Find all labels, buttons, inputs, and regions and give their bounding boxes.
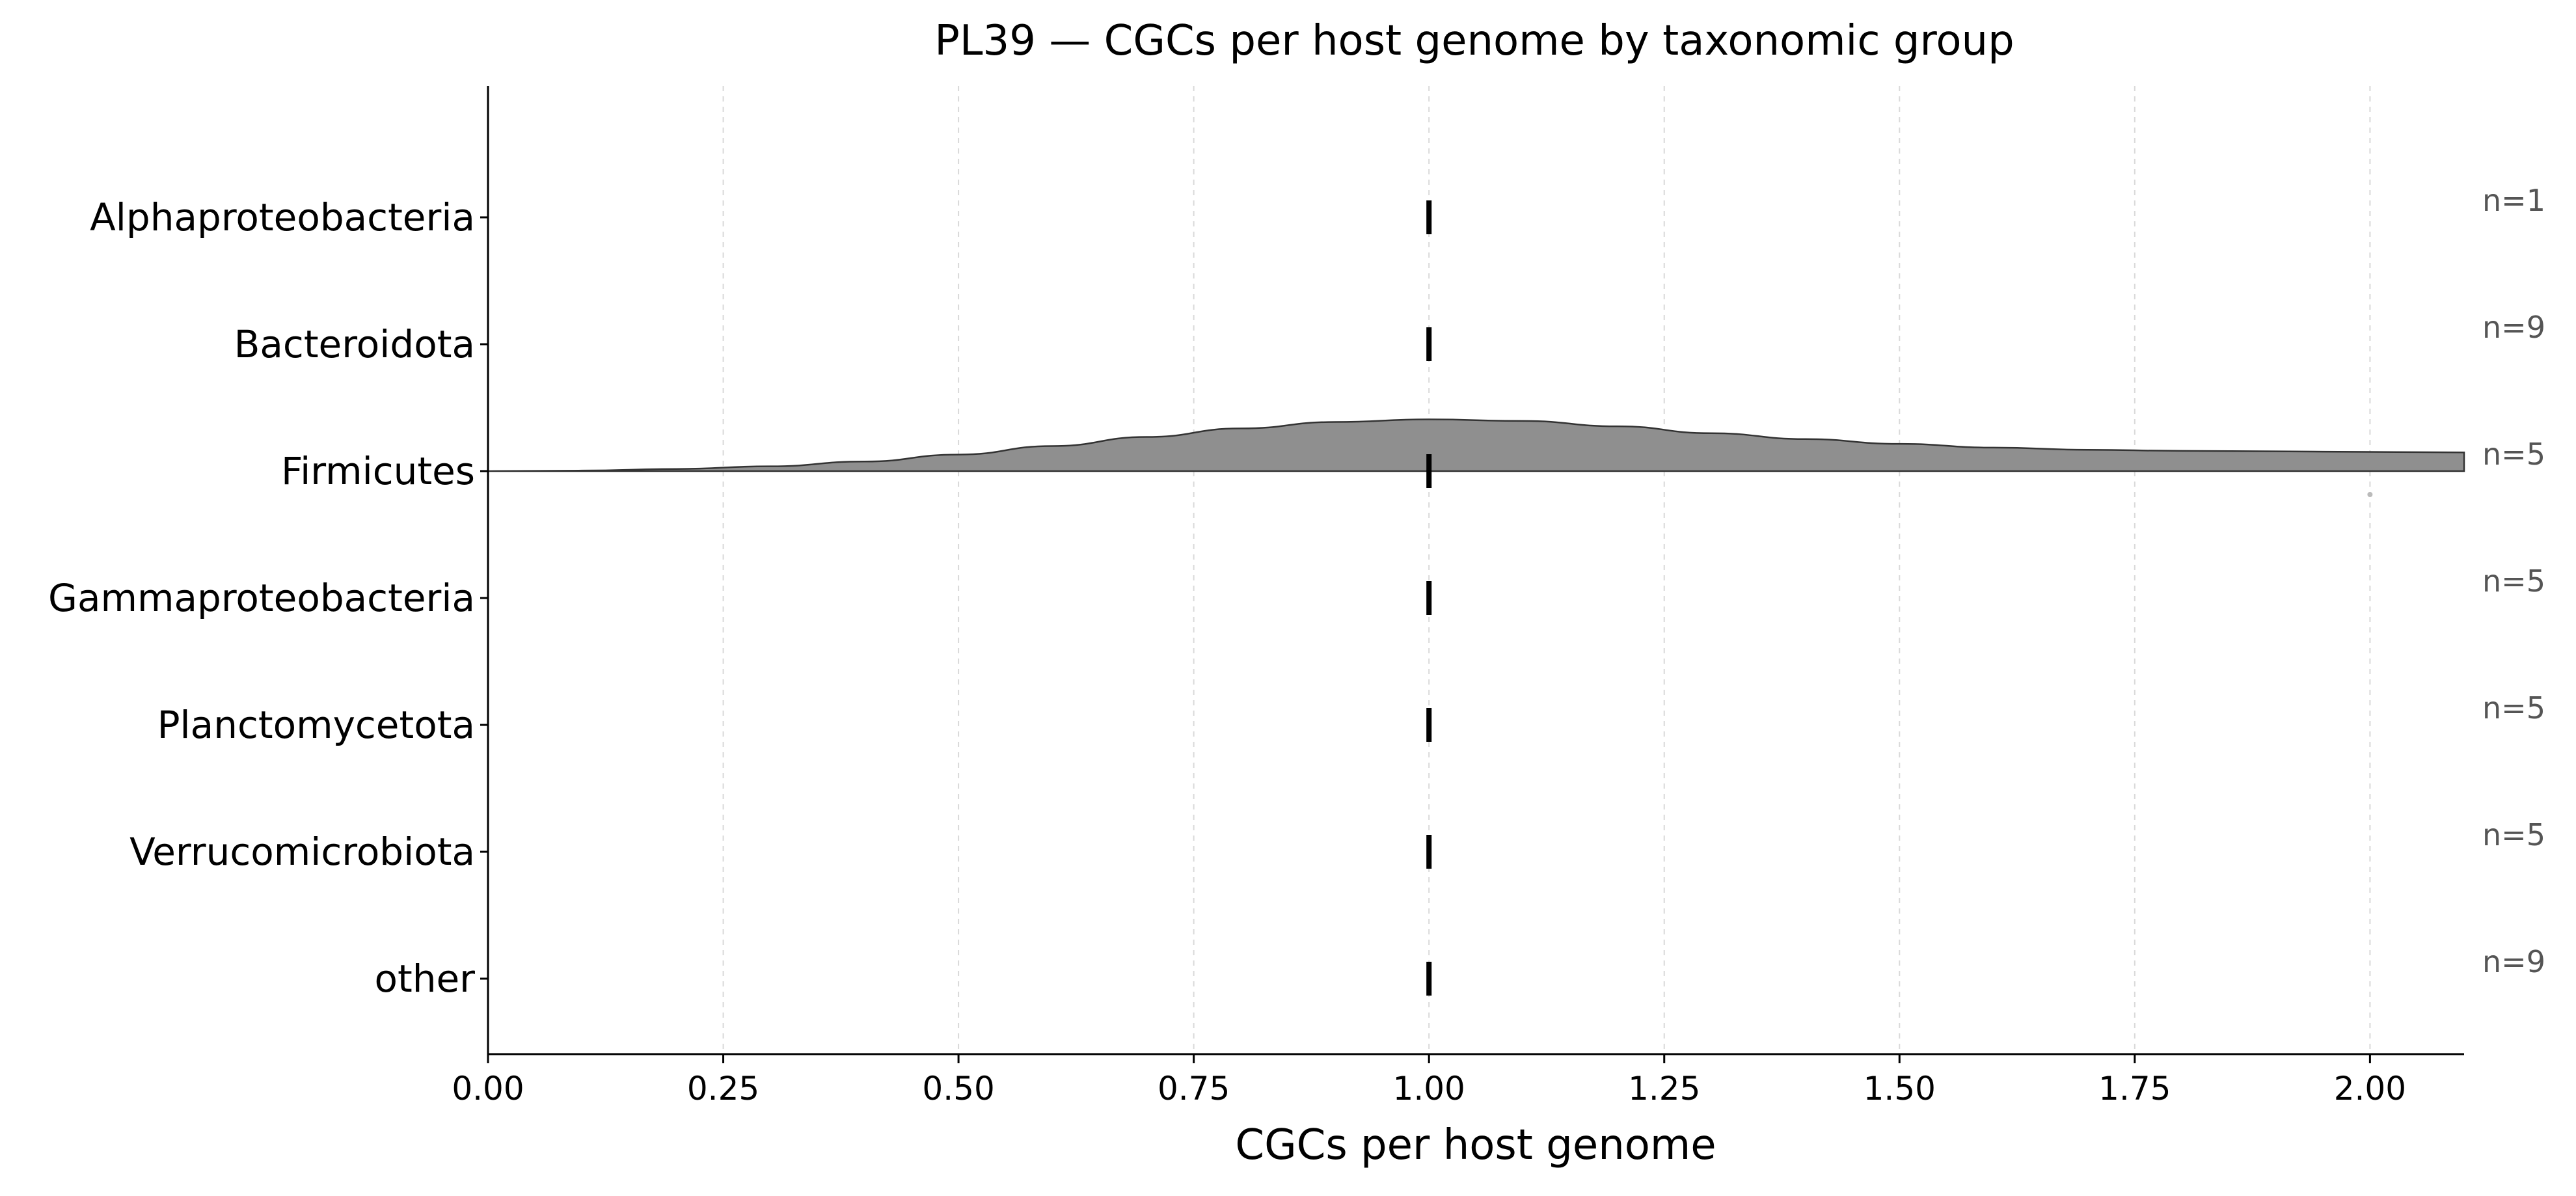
density-firmicutes bbox=[487, 418, 2465, 472]
count-label: n=5 bbox=[2482, 817, 2545, 852]
outlier-point bbox=[2367, 492, 2373, 497]
chart-title: PL39 — CGCs per host genome by taxonomic… bbox=[934, 17, 2014, 65]
count-label: n=5 bbox=[2482, 437, 2545, 472]
x-tick-label: 2.00 bbox=[2334, 1070, 2406, 1108]
outlier-points bbox=[2367, 492, 2373, 497]
count-label: n=5 bbox=[2482, 564, 2545, 599]
density-layer bbox=[487, 418, 2465, 472]
count-label: n=5 bbox=[2482, 690, 2545, 726]
y-tick-label: Planctomycetota bbox=[157, 703, 475, 747]
x-tick-label: 0.00 bbox=[452, 1070, 524, 1108]
x-axis-ticks: 0.00 0.25 0.50 0.75 1.00 1.25 1.50 1.75 2.00 bbox=[452, 1054, 2406, 1108]
y-tick-label: Verrucomicrobiota bbox=[129, 830, 475, 874]
grid-lines bbox=[722, 86, 2371, 1054]
axes bbox=[487, 86, 2464, 1055]
y-tick-label: Gammaproteobacteria bbox=[48, 576, 475, 620]
x-tick-label: 0.75 bbox=[1158, 1070, 1230, 1108]
x-tick-label: 1.25 bbox=[1628, 1070, 1700, 1108]
x-tick-label: 1.75 bbox=[2098, 1070, 2171, 1108]
count-label: n=9 bbox=[2482, 310, 2545, 345]
y-axis-labels: Alphaproteobacteria Bacteroidota Firmicute… bbox=[48, 195, 488, 1001]
count-label: n=1 bbox=[2482, 183, 2545, 218]
y-tick-label: Alphaproteobacteria bbox=[90, 195, 475, 239]
x-tick-label: 0.50 bbox=[922, 1070, 994, 1108]
x-tick-label: 0.25 bbox=[687, 1070, 759, 1108]
x-axis-label: CGCs per host genome bbox=[1235, 1121, 1716, 1169]
y-tick-label: Bacteroidota bbox=[234, 322, 475, 366]
y-tick-label: Firmicutes bbox=[281, 449, 475, 493]
x-tick-label: 1.50 bbox=[1864, 1070, 1936, 1108]
x-tick-label: 1.00 bbox=[1393, 1070, 1465, 1108]
count-label: n=9 bbox=[2482, 944, 2545, 979]
y-tick-label: other bbox=[374, 957, 475, 1001]
count-labels: n=1 n=9 n=5 n=5 n=5 n=5 n=9 bbox=[2482, 183, 2545, 979]
